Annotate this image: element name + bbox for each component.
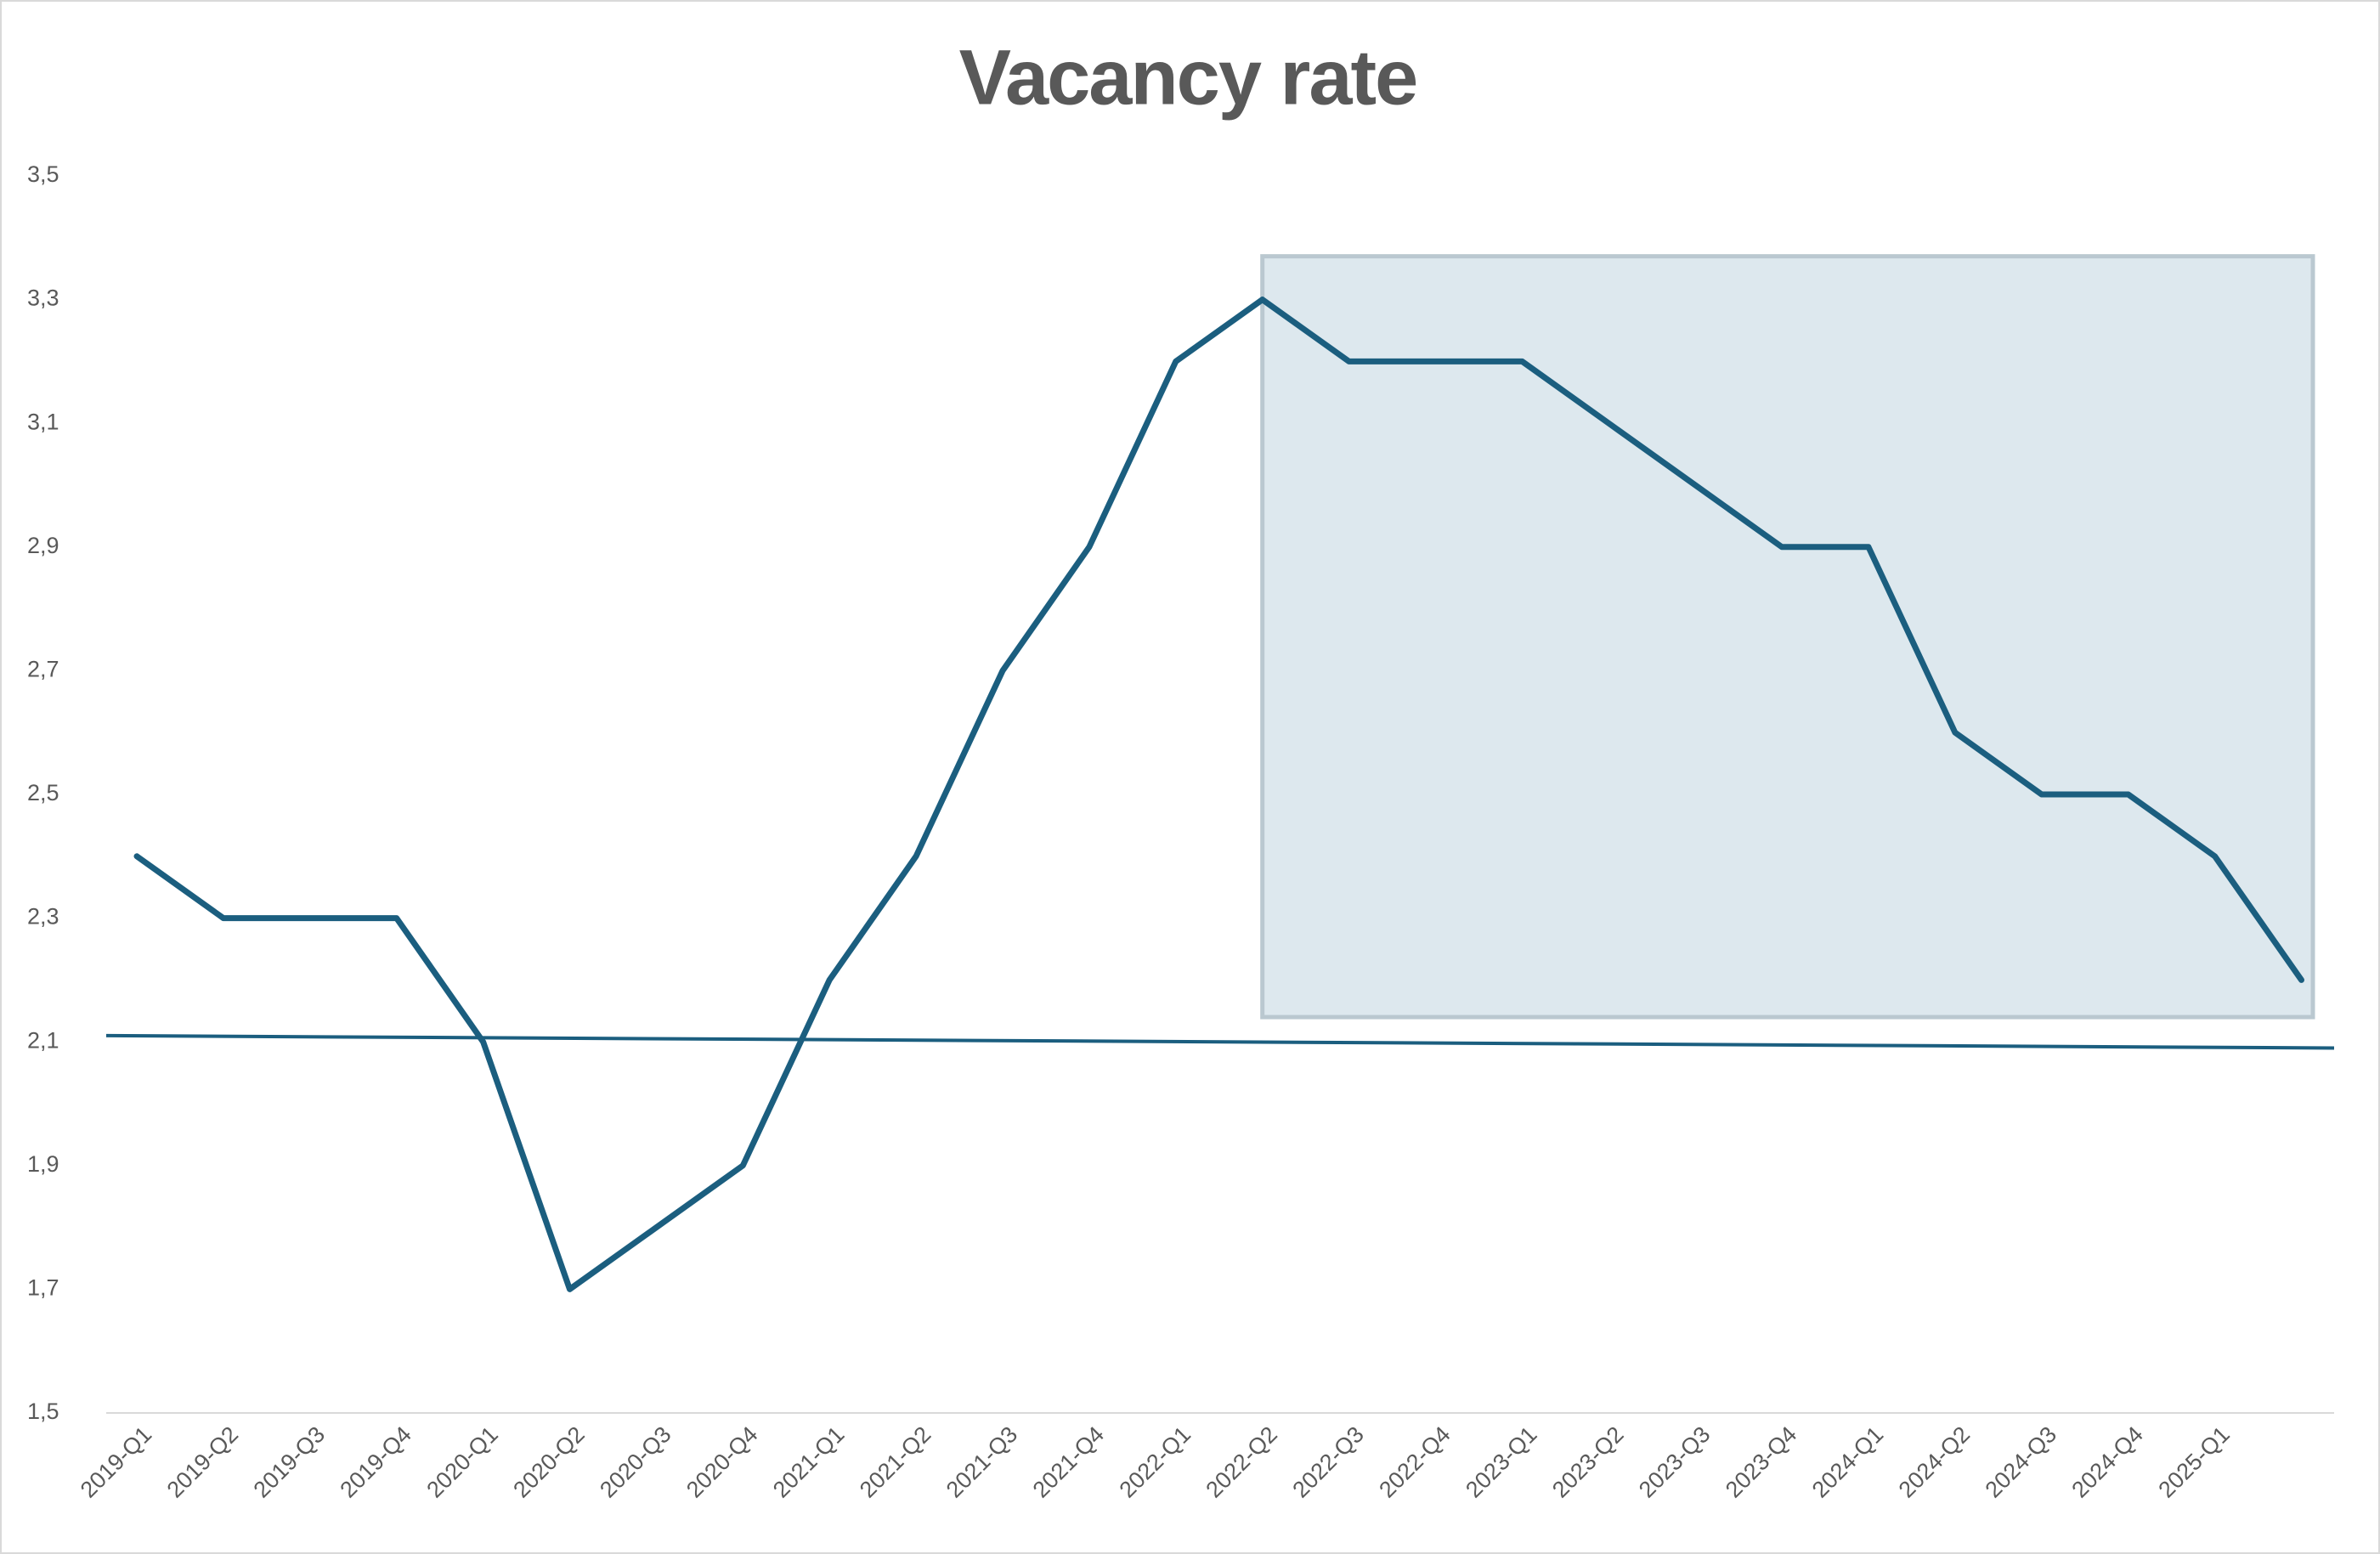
y-tick-label: 1,9 [27, 1151, 59, 1177]
y-tick-label: 3,5 [27, 161, 59, 187]
y-tick-label: 2,1 [27, 1027, 59, 1053]
y-tick-label: 2,9 [27, 533, 59, 558]
y-tick-label: 3,1 [27, 409, 59, 434]
data-line [133, 297, 2304, 1292]
y-tick-label: 2,5 [27, 780, 59, 805]
y-tick-label: 1,5 [27, 1399, 59, 1424]
y-tick-label: 1,7 [27, 1275, 59, 1301]
y-tick-label: 3,3 [27, 285, 59, 311]
y-tick-label: 2,3 [27, 904, 59, 930]
y-tick-label: 2,7 [27, 657, 59, 682]
highlight-box [1260, 254, 2315, 1020]
chart-title: Vacancy rate [959, 34, 1417, 121]
